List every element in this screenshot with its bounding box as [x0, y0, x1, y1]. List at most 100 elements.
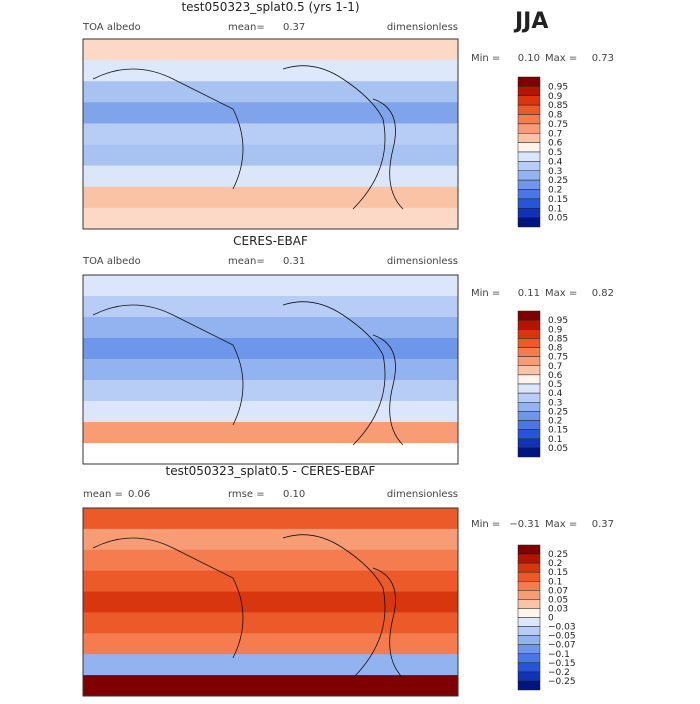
map-band — [83, 422, 458, 444]
colorbar-label: 0.75 — [548, 120, 568, 130]
max-label: Max = — [545, 519, 577, 530]
colorbar-swatch — [517, 104, 541, 115]
map-band — [83, 39, 458, 61]
colorbar-label: 0.95 — [548, 316, 568, 326]
map-band — [83, 528, 458, 551]
colorbar-label: −0.15 — [548, 659, 576, 669]
colorbar-label: 0.2 — [548, 559, 562, 569]
colorbar-swatch — [517, 608, 541, 618]
colorbar-swatch — [517, 374, 541, 385]
colorbar-label: 0.05 — [548, 444, 568, 454]
min-label: Min = — [471, 288, 500, 299]
colorbar-swatch — [517, 671, 541, 682]
colorbar-label: 0.2 — [548, 417, 562, 427]
colorbar-swatch — [517, 571, 541, 582]
map-band — [83, 401, 458, 423]
colorbar-label: 0.1 — [548, 577, 562, 587]
stat-value: 0.10 — [283, 489, 305, 500]
colorbar-label: 0.85 — [548, 334, 568, 344]
colorbar-swatch — [517, 562, 541, 573]
colorbar-label: 0.4 — [548, 157, 563, 167]
stat-value: 0.31 — [283, 256, 305, 267]
colorbar-swatch — [517, 383, 541, 394]
colorbar-swatch — [517, 411, 541, 421]
stat-label: mean= — [228, 22, 265, 33]
map-band — [83, 549, 458, 572]
map-band — [83, 317, 458, 339]
colorbar-label: 0.6 — [548, 371, 563, 381]
colorbar-swatch — [517, 553, 541, 564]
colorbar-swatch — [517, 161, 541, 171]
colorbar-swatch — [517, 347, 541, 357]
map-band — [83, 570, 458, 593]
map-band — [83, 296, 458, 318]
colorbar-swatch — [517, 447, 541, 458]
map-band — [83, 186, 458, 209]
stat-label: TOA albedo — [82, 22, 141, 33]
map-band — [83, 207, 458, 230]
colorbar-label: 0.85 — [548, 101, 568, 111]
colorbar-label: −0.1 — [548, 650, 570, 660]
colorbar-swatch — [517, 151, 541, 162]
stat-label: dimensionless — [387, 22, 458, 33]
colorbar-swatch — [517, 356, 541, 366]
colorbar-swatch — [517, 653, 541, 664]
colorbar-label: 0.15 — [548, 568, 568, 578]
map-band — [83, 675, 458, 697]
min-value: −0.31 — [509, 519, 540, 530]
stat-label: dimensionless — [387, 256, 458, 267]
map-band — [83, 633, 458, 655]
colorbar-label: −0.25 — [548, 677, 576, 687]
coastline — [92, 301, 404, 446]
min-label: Min = — [471, 53, 500, 64]
colorbar-label: 0.4 — [548, 389, 563, 399]
colorbar-label: 0 — [548, 614, 554, 624]
colorbar-swatch — [517, 338, 541, 348]
colorbar-swatch — [517, 662, 541, 673]
colorbar-label: 0.5 — [548, 148, 562, 158]
colorbar-label: 0.7 — [548, 362, 562, 372]
colorbar-label: 0.15 — [548, 426, 568, 436]
colorbar-label: 0.8 — [548, 111, 563, 121]
stat-label: dimensionless — [387, 489, 458, 500]
max-label: Max = — [545, 53, 577, 64]
season-label: JJA — [513, 9, 548, 34]
stat-label: rmse = — [228, 489, 265, 500]
colorbar-label: 0.15 — [548, 195, 568, 205]
colorbar-swatch — [517, 420, 541, 430]
colorbar-label: 0.25 — [548, 550, 568, 560]
colorbar-label: −0.07 — [548, 641, 576, 651]
stat-label: TOA albedo — [82, 256, 141, 267]
colorbar-swatch — [517, 142, 541, 153]
max-label: Max = — [545, 288, 577, 299]
panel-title: test050323_splat0.5 (yrs 1-1) — [181, 0, 359, 14]
map-band — [83, 380, 458, 402]
colorbar-label: 0.1 — [548, 435, 562, 445]
map-band — [83, 275, 458, 297]
colorbar-label: 0.9 — [548, 325, 563, 335]
colorbar-swatch — [517, 402, 541, 412]
panel-title: CERES-EBAF — [233, 234, 308, 248]
colorbar-label: −0.2 — [548, 668, 570, 678]
colorbar-swatch — [517, 438, 541, 449]
map-band — [83, 359, 458, 381]
colorbar-swatch — [517, 170, 541, 181]
colorbar-label: 0.9 — [548, 92, 563, 102]
colorbar-swatch — [517, 544, 541, 555]
colorbar-label: 0.25 — [548, 176, 568, 186]
colorbar-swatch — [517, 123, 541, 134]
colorbar-swatch — [517, 76, 541, 87]
panel-title: test050323_splat0.5 - CERES-EBAF — [166, 464, 376, 478]
map-band — [83, 612, 458, 634]
colorbar-swatch — [517, 179, 541, 190]
colorbar-swatch — [517, 329, 541, 339]
coastline — [92, 65, 404, 210]
map-band — [83, 338, 458, 360]
map-frame — [82, 274, 459, 465]
colorbar-swatch — [517, 365, 541, 376]
colorbar-label: 0.2 — [548, 186, 562, 196]
map-band — [83, 123, 458, 146]
colorbar-swatch — [517, 310, 541, 321]
colorbar-label: −0.03 — [548, 623, 576, 633]
